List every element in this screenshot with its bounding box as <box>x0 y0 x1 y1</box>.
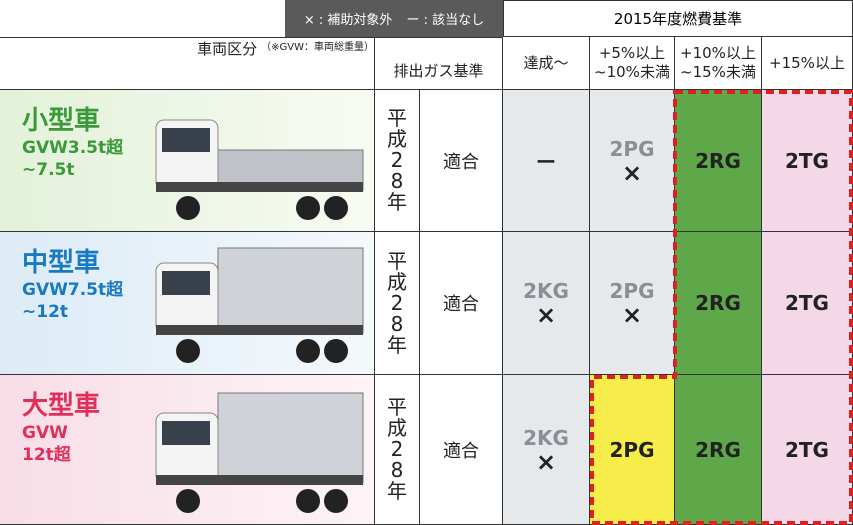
vehicle-gvw: ~7.5t <box>22 160 75 181</box>
vehicle-name: 大型車 <box>22 391 101 421</box>
cell-mark: × <box>621 301 643 329</box>
cell-mark: × <box>535 447 557 476</box>
vehicle-gvw: ~12t <box>22 302 69 323</box>
emission-status: 適合 <box>443 440 479 462</box>
level-header: 達成～ <box>503 37 590 90</box>
emission-header: 排出ガス基準 <box>375 37 503 90</box>
emission-year: 平成28年 <box>387 106 407 214</box>
standard-group: 2015年度燃費基準 <box>503 0 853 37</box>
vehicle-gvw: GVW7.5t超 <box>22 280 124 300</box>
vehicle-name: 中型車 <box>22 248 101 278</box>
standard-cell: 2RG <box>675 232 762 375</box>
cell-mark: × <box>535 301 557 329</box>
emission-status-cell: 適合 <box>420 375 503 525</box>
standard-cell: 2TG <box>762 375 853 525</box>
standard-cell: 2KG × <box>503 232 590 375</box>
level-line: +15%以上 <box>769 53 845 72</box>
emission-year-cell: 平成28年 <box>375 90 420 232</box>
cell-code: 2PG <box>609 136 655 161</box>
cell-code: 2TG <box>785 148 829 173</box>
cell-code: ー <box>536 150 556 174</box>
truck-illustration <box>155 247 364 363</box>
standard-cell: ー <box>503 90 590 232</box>
vehicle-gvw: 12t超 <box>22 445 71 466</box>
cell-code: 2RG <box>695 148 741 173</box>
cell-code: 2KG <box>523 279 569 303</box>
cell-mark: × <box>621 158 643 187</box>
level-line: 達成～ <box>523 53 569 72</box>
cell-code: 2KG <box>523 425 569 450</box>
vehicle-class-note: （※GVW：車両総重量） <box>261 42 374 53</box>
cell-code: 2PG <box>609 279 655 303</box>
standard-cell: 2KG × <box>503 375 590 525</box>
standard-cell: 2RG <box>675 375 762 525</box>
cell-code: 2TG <box>785 291 829 315</box>
vehicle-name: 小型車 <box>22 106 101 136</box>
level-line: +10%以上 <box>680 44 756 63</box>
standard-cell: 2TG <box>762 90 853 232</box>
cell-code: 2RG <box>695 437 741 462</box>
legend-item: ー : 該当なし <box>406 13 485 28</box>
standard-cell: 2TG <box>762 232 853 375</box>
cell-code: 2TG <box>785 437 829 462</box>
vehicle-gvw: GVW3.5t超 <box>22 138 124 158</box>
cell-code: 2RG <box>695 291 741 315</box>
emission-label: 排出ガス基準 <box>393 62 484 80</box>
emission-status-cell: 適合 <box>420 90 503 232</box>
emission-year-cell: 平成28年 <box>375 375 420 525</box>
level-header: +10%以上 ~15%未満 <box>675 37 762 90</box>
level-header: +15%以上 <box>762 37 853 90</box>
standard-cell: 2PG <box>590 375 675 525</box>
cell-code: 2PG <box>609 437 655 462</box>
level-line: ~15%未満 <box>680 63 756 81</box>
emission-status-cell: 適合 <box>420 232 503 375</box>
truck-illustration <box>155 392 364 513</box>
emission-status: 適合 <box>443 294 479 315</box>
emission-year: 平成28年 <box>387 395 407 503</box>
emission-year-cell: 平成28年 <box>375 232 420 375</box>
level-line: ~10%未満 <box>594 63 670 81</box>
level-line: +5%以上 <box>598 44 666 63</box>
legend-item: × : 補助対象外 <box>303 13 393 28</box>
vehicle-class: 車両区分 <box>197 40 258 58</box>
vehicle-gvw: GVW <box>22 423 68 443</box>
standard-cell: 2PG × <box>590 232 675 375</box>
level-header: +5%以上 ~10%未満 <box>590 37 675 90</box>
standard-cell: 2RG <box>675 90 762 232</box>
legend: × : 補助対象外ー : 該当なし <box>285 0 503 37</box>
standard-cell: 2PG × <box>590 90 675 232</box>
emission-status: 適合 <box>443 151 479 173</box>
truck-illustration <box>155 119 364 220</box>
vehicle-class-header: 車両区分 （※GVW：車両総重量） <box>0 37 375 90</box>
emission-year: 平成28年 <box>387 248 407 357</box>
